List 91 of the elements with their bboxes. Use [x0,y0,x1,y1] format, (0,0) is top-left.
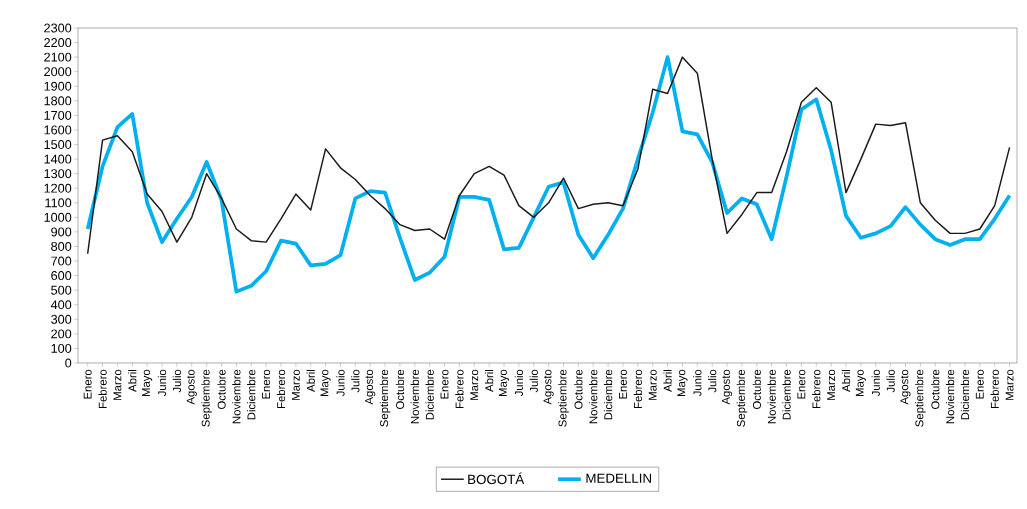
x-tick-label: Diciembre [247,369,256,420]
x-tick-label: Marzo [113,369,122,400]
x-tick-label: Octubre [931,369,940,410]
x-tick-label: Junio [514,369,524,397]
x-tick-label: Octubre [217,369,226,410]
x-tick-label: Junio [693,369,702,397]
x-tick-label: Agosto [900,369,911,405]
x-tick-label: Enero [440,369,449,399]
y-tick-label: 800 [51,241,72,251]
x-tick-label: Diciembre [603,369,613,420]
x-tick-label: Enero [797,369,806,399]
x-tick-label: Julio [172,369,182,393]
legend-label: MEDELLIN [586,473,651,483]
y-tick-label: 900 [51,227,72,237]
x-tick-label: Junio [871,369,880,397]
x-tick-label: Agosto [721,369,733,405]
x-tick-label: Marzo [1005,369,1014,400]
y-tick-label: 1400 [44,154,72,164]
x-tick-label: Septiembre [201,369,212,427]
x-tick-label: Mayo [320,369,331,397]
x-tick-label: Noviembre [945,369,955,424]
x-tick-label: Noviembre [767,369,776,424]
x-tick-label: Octubre [574,369,583,410]
x-tick-label: Diciembre [782,369,791,420]
x-tick-label: Febrero [990,369,999,409]
x-tick-label: Marzo [291,369,300,400]
line-series [86,56,1011,255]
x-tick-label: Junio [157,369,167,397]
x-tick-label: Abril [841,370,851,392]
y-tick-label: 1900 [44,81,72,91]
x-tick-label: Enero [262,369,271,399]
x-tick-label: Febrero [276,369,286,409]
x-tick-label: Septiembre [379,369,391,427]
x-tick-label: Febrero [455,369,464,409]
x-tick-label: Enero [83,369,92,399]
line-series [85,55,1012,294]
x-tick-label: Marzo [648,369,657,400]
x-tick-label: Mayo [677,369,688,397]
y-tick-label: 1600 [44,125,72,135]
x-tick-label: Abril [484,370,494,392]
y-tick-label: 200 [51,329,72,339]
x-tick-label: Septiembre [736,369,748,427]
x-tick-label: Febrero [633,369,642,409]
x-tick-label: Febrero [98,369,107,409]
x-tick-label: Noviembre [589,369,598,424]
y-tick-label: 300 [51,314,72,324]
y-tick-label: 600 [51,271,72,281]
x-tick-label: Noviembre [232,369,241,424]
y-tick-label: 700 [51,256,72,266]
x-tick-label: Julio [529,369,538,393]
y-tick-label: 1700 [44,110,72,120]
x-tick-label: Mayo [142,369,153,397]
x-tick-label: Marzo [827,369,836,400]
y-tick-label: 2300 [44,23,72,33]
y-tick-label: 100 [51,343,72,353]
x-tick-label: Marzo [470,369,479,400]
y-tick-label: 2000 [44,67,72,77]
x-tick-label: Enero [619,369,627,399]
x-tick-label: Enero [975,369,984,399]
x-tick-label: Diciembre [425,369,434,420]
x-tick-label: Abril [663,370,672,392]
x-tick-label: Abril [128,370,137,392]
y-tick-label: 2100 [44,52,72,62]
x-tick-label: Octubre [395,369,405,410]
y-tick-label: 1800 [44,96,72,106]
x-tick-label: Junio [336,369,345,397]
x-tick-label: Septiembre [558,369,569,427]
y-tick-label: 500 [51,285,72,295]
x-tick-label: Mayo [855,369,866,397]
x-tick-label: Octubre [752,369,761,410]
y-tick-label: 1100 [45,198,72,208]
x-tick-label: Abril [306,370,315,392]
y-tick-label: 400 [50,300,72,310]
x-tick-label: Agosto [543,369,554,405]
x-tick-label: Julio [886,369,895,393]
x-tick-label: Julio [708,369,717,393]
x-tick-label: Diciembre [960,369,970,420]
x-tick-label: Febrero [812,369,821,409]
y-tick-label: 0 [65,358,72,368]
x-tick-label: Septiembre [915,369,926,427]
y-tick-label: 1300 [44,169,72,179]
x-tick-label: Julio [351,369,360,393]
y-tick-label: 1200 [44,183,72,193]
x-tick-label: Mayo [498,369,510,397]
x-tick-label: Noviembre [410,369,419,424]
legend-label: BOGOTÁ [468,472,525,485]
y-tick-label: 1000 [44,212,72,222]
x-tick-label: Agosto [365,369,376,405]
y-tick-label: 1500 [44,140,72,150]
x-tick-label: Agosto [186,369,197,405]
y-tick-label: 2200 [44,38,72,48]
